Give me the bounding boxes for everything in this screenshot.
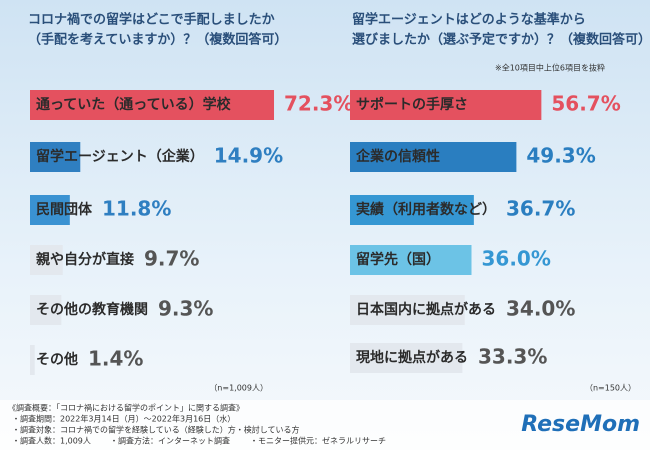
value-label: 36.0% (482, 247, 551, 271)
value-label: 9.7% (144, 247, 199, 271)
value-label: 33.3% (478, 345, 547, 369)
bar (30, 245, 63, 275)
bar (350, 343, 463, 373)
logo: ReseMom (521, 412, 640, 437)
bar (30, 195, 70, 225)
bar (30, 90, 275, 120)
sample-note: （n=150人） (585, 384, 636, 393)
value-label: 9.3% (158, 297, 213, 321)
value-label: 36.7% (506, 197, 575, 221)
category-label: サポートの手厚さ (356, 96, 468, 113)
bar (30, 142, 81, 172)
chart-title: 留学エージェントはどのような基準から (352, 12, 586, 28)
category-label: 留学先（国） (356, 251, 440, 268)
category-label: 実績（利用者数など） (356, 201, 496, 218)
chart-subtitle: （手配を考えていますか）？（複数回答可） (28, 32, 287, 48)
footer-text: ・調査人数：1,009人 (12, 436, 91, 446)
bar (350, 142, 517, 172)
category-label: その他の教育機関 (36, 301, 148, 318)
footer-text: ・調査期間：2022年3月14日（月）～2022年3月16日（水） (12, 414, 235, 424)
category-label: 民間団体 (36, 201, 93, 218)
chart-title: コロナ禍での留学はどこで手配しましたか (28, 12, 275, 28)
chart-subtitle: 選びましたか（選ぶ予定ですか）？（複数回答可） (352, 32, 650, 48)
value-label: 49.3% (526, 144, 595, 168)
category-label: 日本国内に拠点がある (356, 301, 496, 318)
footer-text: 《調査概要：「コロナ禍における留学のポイント」に関する調査》 (8, 403, 244, 413)
bar (30, 345, 35, 375)
footer-text: ・調査方法：インターネット調査 (110, 436, 230, 446)
bar (350, 195, 474, 225)
footer-band (0, 400, 650, 450)
category-label: 留学エージェント（企業） (36, 148, 204, 165)
value-label: 11.8% (102, 197, 171, 221)
annotation: ※全10項目中上位6項目を抜粋 (495, 63, 605, 73)
category-label: 通っていた（通っている）学校 (36, 96, 232, 113)
category-label: 親や自分が直接 (36, 251, 134, 268)
value-label: 1.4% (88, 347, 143, 371)
footer-text: ・モニター提供元：ゼネラルリサーチ (250, 436, 386, 446)
value-label: 72.3% (284, 92, 353, 116)
footer-text: ・調査対象：コロナ禍での留学を経験している（経験した）方・検討している方 (12, 425, 300, 435)
value-label: 56.7% (551, 92, 620, 116)
value-label: 14.9% (214, 144, 283, 168)
bar (350, 90, 542, 120)
category-label: 現地に拠点がある (356, 349, 468, 366)
bar (350, 295, 465, 325)
sample-note: （n=1,009人） (209, 384, 268, 393)
bar (30, 295, 62, 325)
bar (350, 245, 472, 275)
category-label: その他 (36, 351, 78, 368)
value-label: 34.0% (506, 297, 575, 321)
category-label: 企業の信頼性 (355, 148, 440, 165)
